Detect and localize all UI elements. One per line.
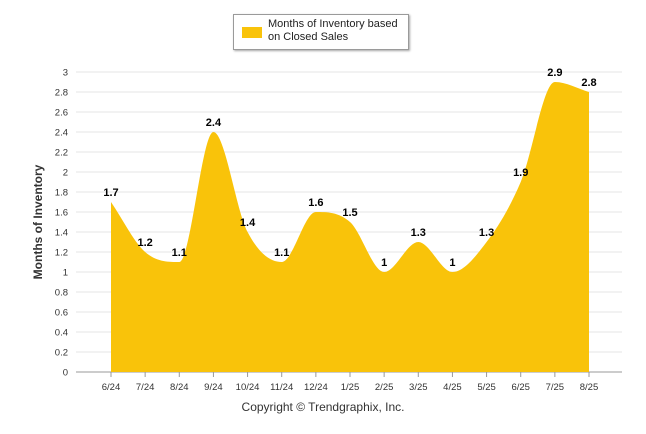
y-tick-label: 0.2 <box>55 348 68 359</box>
legend: Months of Inventory based on Closed Sale… <box>233 14 409 50</box>
data-label: 1.3 <box>479 227 494 239</box>
y-axis-label: Months of Inventory <box>31 164 45 280</box>
y-tick-label: 2 <box>63 168 68 179</box>
legend-swatch <box>242 27 262 38</box>
x-tick-label: 8/25 <box>580 382 599 393</box>
y-tick-label: 2.6 <box>55 108 68 119</box>
x-tick-label: 6/25 <box>511 382 530 393</box>
data-label: 1.2 <box>137 237 152 249</box>
data-label: 1.9 <box>513 167 528 179</box>
y-tick-label: 0.4 <box>55 328 68 339</box>
x-tick-label: 4/25 <box>443 382 462 393</box>
area-series <box>111 82 589 372</box>
x-tick-label: 10/24 <box>236 382 260 393</box>
y-tick-label: 2.8 <box>55 88 68 99</box>
y-tick-labels: 0 0.2 0.4 0.6 0.8 1 1.2 1.4 1.6 1.8 2 2.2 2.4 2.6 2.8 3 <box>55 68 68 379</box>
y-tick-label: 1 <box>63 268 68 279</box>
legend-label: Months of Inventory based on Closed Sale… <box>268 18 398 43</box>
x-tick-label: 7/25 <box>546 382 565 393</box>
y-tick-label: 2.2 <box>55 148 68 159</box>
data-label: 1.6 <box>308 197 323 209</box>
y-tick-label: 3 <box>63 68 68 79</box>
data-label: 2.8 <box>581 77 596 89</box>
x-tick-label: 5/25 <box>477 382 496 393</box>
data-label: 1 <box>449 257 455 269</box>
y-tick-label: 1.4 <box>55 228 68 239</box>
data-label: 2.9 <box>547 67 562 79</box>
data-labels: 1.7 1.2 1.1 2.4 1.4 1.1 1.6 1.5 1 1.3 1 1.3 1.9 2.9 2.… <box>103 67 596 269</box>
x-tick-label: 2/25 <box>375 382 394 393</box>
data-label: 1 <box>381 257 387 269</box>
y-tick-label: 0.6 <box>55 308 68 319</box>
data-label: 1.7 <box>103 187 118 199</box>
x-tick-label: 1/25 <box>341 382 360 393</box>
y-tick-label: 0 <box>63 368 68 379</box>
x-tick-label: 6/24 <box>102 382 121 393</box>
x-tick-labels: 6/24 7/24 8/24 9/24 10/24 11/24 12/24 1/25 2/25 3… <box>102 372 599 393</box>
x-tick-label: 12/24 <box>304 382 328 393</box>
x-tick-label: 8/24 <box>170 382 189 393</box>
x-tick-label: 9/24 <box>204 382 223 393</box>
data-label: 1.1 <box>274 247 289 259</box>
data-label: 1.3 <box>411 227 426 239</box>
copyright-text: Copyright © Trendgraphix, Inc. <box>241 400 405 414</box>
y-tick-label: 1.8 <box>55 188 68 199</box>
x-tick-label: 7/24 <box>136 382 155 393</box>
data-label: 1.1 <box>172 247 187 259</box>
y-tick-label: 1.6 <box>55 208 68 219</box>
x-tick-label: 11/24 <box>270 382 293 393</box>
data-label: 1.5 <box>342 207 357 219</box>
y-tick-label: 1.2 <box>55 248 68 259</box>
y-tick-label: 2.4 <box>55 128 68 139</box>
y-tick-label: 0.8 <box>55 288 68 299</box>
data-label: 1.4 <box>240 217 256 229</box>
data-label: 2.4 <box>206 117 222 129</box>
x-tick-label: 3/25 <box>409 382 428 393</box>
